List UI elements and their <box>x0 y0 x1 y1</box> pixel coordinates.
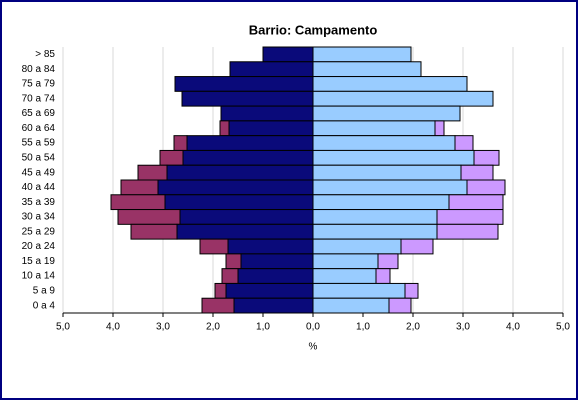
bar <box>182 149 314 166</box>
y-tick-label: 10 a 14 <box>22 271 56 282</box>
bar <box>137 164 168 181</box>
bar <box>166 164 314 181</box>
y-tick-label: 70 a 74 <box>22 93 56 104</box>
y-tick-label: 25 a 29 <box>22 226 56 237</box>
bar <box>199 238 229 255</box>
bar <box>436 223 499 240</box>
bar <box>434 120 445 137</box>
bar <box>312 164 462 181</box>
bar <box>130 223 178 240</box>
x-tick-label: 3,0 <box>156 322 170 333</box>
bar <box>174 76 314 92</box>
bar <box>312 282 406 299</box>
bar <box>201 297 235 314</box>
bar <box>312 209 438 225</box>
x-tick-label: 3,0 <box>456 322 470 333</box>
x-tick-label: 1,0 <box>356 322 370 333</box>
bar <box>375 268 391 284</box>
y-tick-label: 55 a 59 <box>22 138 56 149</box>
bar <box>448 194 504 211</box>
y-tick-label: 30 a 34 <box>22 212 56 223</box>
x-axis-label: % <box>309 342 318 353</box>
bar <box>312 135 456 151</box>
bar <box>262 46 314 63</box>
x-tick-label: 5,0 <box>56 322 70 333</box>
bar <box>214 282 227 299</box>
bar <box>219 120 230 137</box>
x-tick-label: 1,0 <box>256 322 270 333</box>
bar <box>179 209 314 225</box>
bar <box>377 253 399 270</box>
bar <box>157 179 314 196</box>
bar <box>233 297 314 314</box>
bar <box>221 268 239 284</box>
bar <box>173 135 188 151</box>
bar <box>117 209 181 225</box>
bar <box>388 297 412 314</box>
bar <box>436 209 504 225</box>
bar <box>466 179 506 196</box>
x-tick-label: 2,0 <box>406 322 420 333</box>
bar <box>225 253 242 270</box>
y-tick-label: 65 a 69 <box>22 108 56 119</box>
bar <box>473 149 500 166</box>
bar <box>404 282 419 299</box>
bar <box>312 253 379 270</box>
chart-title: Barrio: Campamento <box>249 22 378 37</box>
bar <box>312 46 412 63</box>
y-tick-label: 60 a 64 <box>22 123 56 134</box>
bar <box>227 238 314 255</box>
y-tick-label: 0 a 4 <box>33 300 56 311</box>
bar <box>228 120 314 137</box>
y-tick-label: 20 a 24 <box>22 241 56 252</box>
y-tick-label: 75 a 79 <box>22 79 56 90</box>
x-tick-label: 5,0 <box>556 322 570 333</box>
y-tick-label: 50 a 54 <box>22 152 56 163</box>
bar <box>454 135 474 151</box>
bar <box>120 179 159 196</box>
bar <box>312 268 377 284</box>
bar <box>312 90 494 107</box>
bar <box>312 120 436 137</box>
bar <box>312 76 468 92</box>
bar <box>400 238 434 255</box>
y-tick-label: 15 a 19 <box>22 256 56 267</box>
x-tick-label: 4,0 <box>506 322 520 333</box>
bar <box>312 238 402 255</box>
bar <box>181 90 314 107</box>
bar <box>312 105 461 122</box>
bar <box>176 223 314 240</box>
x-tick-label: 2,0 <box>206 322 220 333</box>
y-tick-label: 45 a 49 <box>22 167 56 178</box>
y-tick-label: 80 a 84 <box>22 64 56 75</box>
x-tick-label: 0,0 <box>306 322 320 333</box>
y-tick-label: > 85 <box>35 49 55 60</box>
bar <box>164 194 314 211</box>
y-tick-label: 35 a 39 <box>22 197 56 208</box>
bar <box>312 223 438 240</box>
bar <box>229 61 314 78</box>
bar <box>159 149 184 166</box>
y-tick-label: 5 a 9 <box>33 285 56 296</box>
bar <box>240 253 314 270</box>
bar <box>312 179 468 196</box>
y-tick-label: 40 a 44 <box>22 182 56 193</box>
bar <box>186 135 314 151</box>
bar <box>312 297 390 314</box>
bar <box>237 268 314 284</box>
bar <box>220 105 314 122</box>
bar <box>312 194 450 211</box>
x-tick-label: 4,0 <box>106 322 120 333</box>
bar <box>460 164 494 181</box>
bar <box>312 149 475 166</box>
bar <box>110 194 166 211</box>
bar <box>312 61 422 78</box>
bar <box>225 282 314 299</box>
